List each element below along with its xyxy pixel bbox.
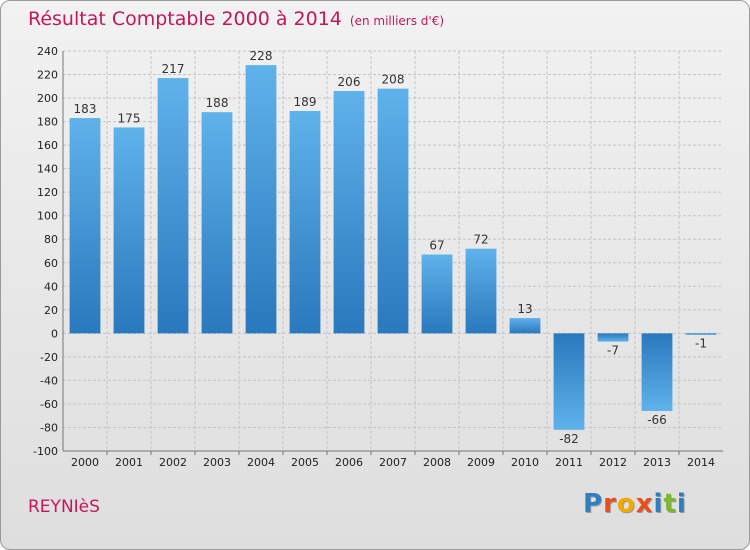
data-label-2003: 188 [206,96,229,110]
logo-letter: P [583,489,604,519]
bar-layer [69,65,717,430]
logo-letter: r [603,489,617,519]
bar-2001 [113,127,145,334]
x-tick-label: 2013 [643,456,671,469]
x-tick-label: 2012 [599,456,627,469]
data-label-2005: 189 [294,95,317,109]
x-tick-label: 2003 [203,456,231,469]
data-label-2011: -82 [559,432,579,446]
chart-title: Résultat Comptable 2000 à 2014 (en millie… [28,8,444,30]
bar-2014 [685,333,717,335]
town-name: REYNIèS [28,497,100,517]
data-label-2012: -7 [607,344,619,358]
data-label-2010: 13 [517,302,532,316]
y-tick-label: 100 [37,210,58,223]
axis-layer: 240220200180160140120100806040200-20-40-… [33,45,723,469]
x-tick-label: 2014 [687,456,715,469]
y-tick-label: 120 [37,186,58,199]
logo-letter: t [663,489,677,519]
y-tick-label: -100 [33,445,58,458]
logo-letter: i [676,489,687,519]
y-tick-label: 60 [44,257,58,270]
y-tick-label: 20 [44,304,58,317]
y-tick-label: -40 [40,374,58,387]
x-tick-label: 2008 [423,456,451,469]
chart-subtitle: (en milliers d'€) [349,14,445,28]
data-label-2009: 72 [473,233,488,247]
bar-2013 [641,333,673,411]
bar-2012 [597,333,629,342]
y-tick-label: 160 [37,139,58,152]
x-tick-label: 2001 [115,456,143,469]
bar-2000 [69,118,101,334]
bar-2004 [245,65,277,334]
bar-2006 [333,91,365,334]
bar-2011 [553,333,585,430]
bar-2007 [377,88,409,334]
data-label-2001: 175 [118,111,141,125]
y-tick-label: 80 [44,233,58,246]
x-tick-label: 2011 [555,456,583,469]
bar-2008 [421,254,453,334]
bar-2009 [465,248,497,334]
y-tick-label: 140 [37,163,58,176]
x-tick-label: 2009 [467,456,495,469]
bar-2005 [289,111,321,334]
logo-letter: x [635,489,654,519]
data-label-2008: 67 [429,239,444,253]
x-tick-label: 2007 [379,456,407,469]
y-tick-label: 0 [51,327,58,340]
y-tick-label: -80 [40,421,58,434]
chart-title-text: Résultat Comptable 2000 à 2014 [28,8,342,30]
data-label-2004: 228 [250,49,273,63]
y-tick-label: 240 [37,45,58,58]
data-label-2007: 208 [382,73,405,87]
y-tick-label: 180 [37,116,58,129]
data-label-2006: 206 [338,75,361,89]
x-tick-label: 2010 [511,456,539,469]
x-tick-label: 2005 [291,456,319,469]
data-label-2013: -66 [647,413,667,427]
bar-2003 [201,112,233,334]
data-label-2014: -1 [695,337,707,351]
data-label-2002: 217 [162,62,185,76]
y-tick-label: -20 [40,351,58,364]
y-tick-label: -60 [40,398,58,411]
data-label-2000: 183 [74,102,97,116]
bar-2010 [509,318,541,334]
logo-letter: i [653,489,664,519]
x-tick-label: 2000 [71,456,99,469]
x-tick-label: 2004 [247,456,275,469]
x-tick-label: 2002 [159,456,187,469]
y-tick-label: 220 [37,69,58,82]
label-layer: 183 175 217 188 228 189 206 208 67 72 13 -82 -7 -66 -1 [74,49,707,446]
y-tick-label: 40 [44,280,58,293]
y-tick-label: 200 [37,92,58,105]
logo-letter: o [616,489,636,519]
bar-2002 [157,78,189,334]
proxiti-logo: Proxiti [583,489,687,519]
x-tick-label: 2006 [335,456,363,469]
